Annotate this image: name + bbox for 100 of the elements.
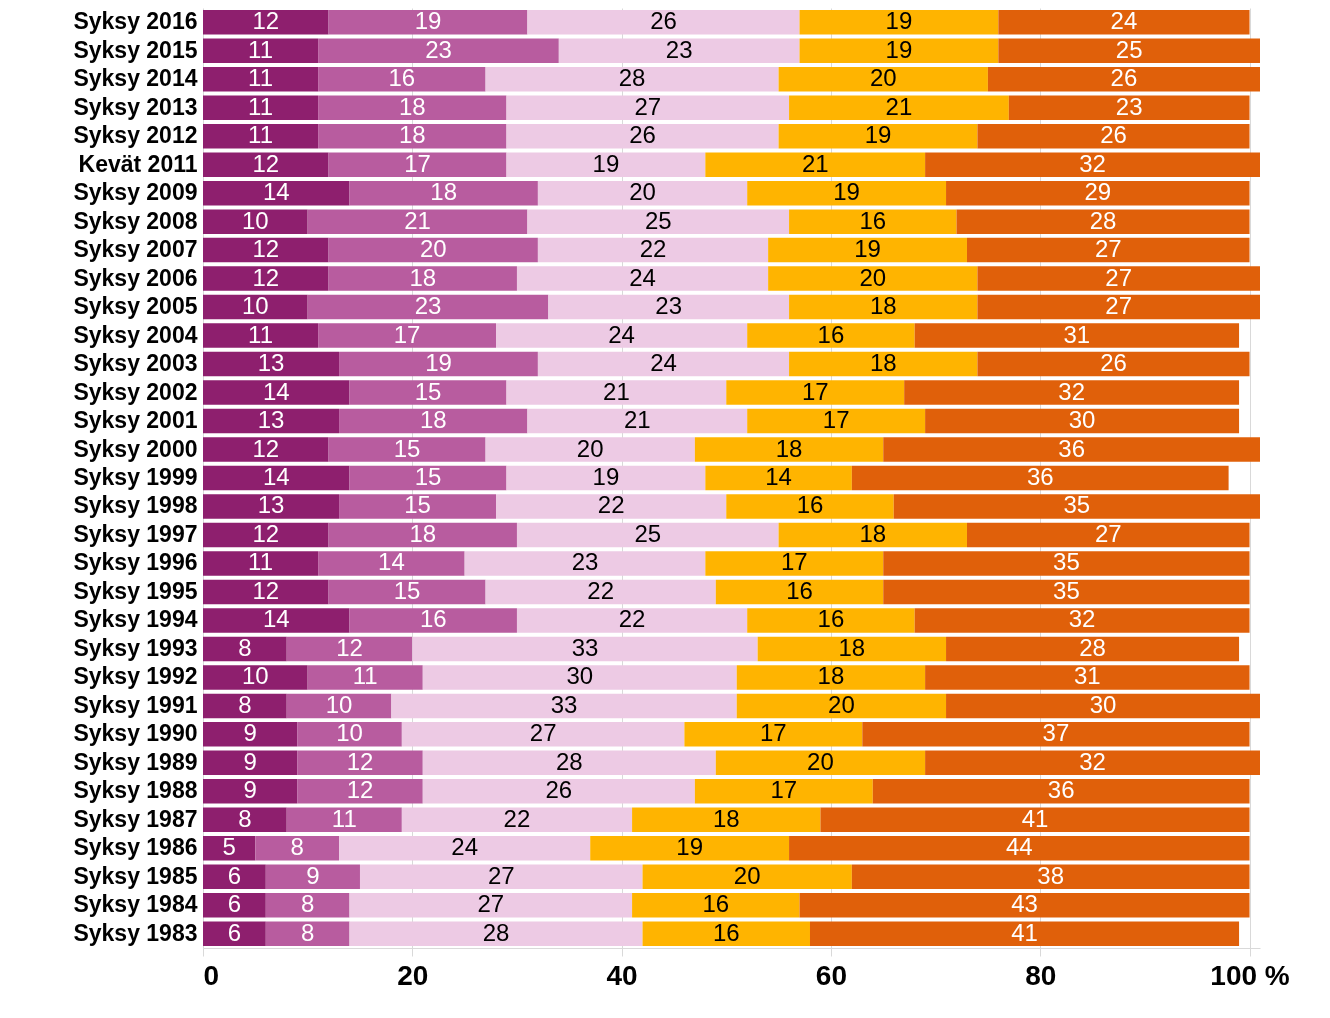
data-label: 19 bbox=[864, 121, 892, 149]
data-label: 9 bbox=[243, 776, 257, 804]
y-tick-label: Kevät 2011 bbox=[78, 150, 198, 177]
data-label: 35 bbox=[1053, 548, 1080, 576]
bar bbox=[789, 209, 957, 234]
y-tick-label: Syksy 1996 bbox=[73, 549, 198, 576]
bar bbox=[203, 437, 329, 462]
bar bbox=[527, 9, 800, 35]
bar bbox=[987, 66, 1260, 92]
bar bbox=[318, 66, 486, 92]
data-label: 17 bbox=[404, 149, 431, 177]
data-label: 27 bbox=[477, 890, 505, 918]
bar bbox=[412, 636, 758, 662]
data-label: 12 bbox=[346, 776, 374, 804]
data-label: 10 bbox=[241, 206, 269, 234]
bar bbox=[715, 579, 884, 605]
bar bbox=[203, 237, 329, 263]
data-label: 15 bbox=[414, 463, 442, 490]
bar bbox=[883, 551, 1250, 576]
data-label: 16 bbox=[817, 605, 845, 633]
bar bbox=[422, 665, 737, 690]
bar bbox=[203, 779, 298, 804]
data-label: 26 bbox=[629, 121, 656, 149]
bar bbox=[203, 266, 329, 291]
data-label: 15 bbox=[393, 576, 421, 604]
bar bbox=[464, 551, 706, 576]
bar bbox=[349, 608, 517, 633]
data-label: 27 bbox=[1094, 519, 1122, 547]
bar bbox=[349, 921, 643, 947]
data-label: 6 bbox=[227, 918, 242, 946]
data-label: 11 bbox=[352, 662, 378, 690]
data-label: 14 bbox=[765, 463, 792, 490]
data-label: 30 bbox=[1068, 406, 1096, 434]
bar bbox=[318, 123, 507, 149]
bar bbox=[496, 494, 727, 519]
data-label: 16 bbox=[388, 64, 416, 92]
bar bbox=[747, 323, 915, 348]
bar bbox=[255, 836, 340, 861]
bar bbox=[359, 864, 643, 890]
data-label: 18 bbox=[409, 519, 437, 547]
bar bbox=[203, 38, 319, 63]
data-label: 22 bbox=[587, 576, 615, 604]
bar bbox=[883, 437, 1260, 462]
y-tick-label: Syksy 1998 bbox=[73, 492, 198, 519]
data-label: 18 bbox=[419, 406, 447, 434]
data-label: 20 bbox=[629, 178, 656, 206]
bar bbox=[632, 807, 821, 833]
data-label: 19 bbox=[854, 235, 881, 263]
data-label: 20 bbox=[859, 263, 887, 291]
bar bbox=[694, 779, 873, 804]
data-label: 16 bbox=[702, 890, 730, 918]
data-label: 16 bbox=[419, 605, 447, 633]
bar bbox=[391, 693, 737, 719]
data-label: 5 bbox=[222, 833, 236, 861]
data-label: 9 bbox=[306, 861, 320, 889]
data-label: 22 bbox=[639, 235, 667, 263]
y-tick-label: Syksy 1990 bbox=[73, 720, 198, 747]
data-label: 18 bbox=[869, 292, 897, 320]
bar bbox=[632, 893, 800, 918]
data-label: 19 bbox=[414, 7, 442, 35]
bar bbox=[799, 893, 1250, 918]
bar bbox=[349, 893, 633, 918]
bar bbox=[925, 408, 1240, 434]
bar bbox=[925, 665, 1250, 690]
data-label: 8 bbox=[290, 833, 304, 861]
bar bbox=[516, 608, 748, 633]
y-tick-label: Syksy 2001 bbox=[73, 407, 198, 434]
data-label: 27 bbox=[487, 861, 515, 889]
data-label: 30 bbox=[1089, 690, 1117, 718]
y-tick-label: Syksy 2009 bbox=[73, 179, 198, 206]
bar bbox=[820, 807, 1250, 833]
bar bbox=[307, 665, 423, 690]
data-label: 10 bbox=[325, 690, 353, 718]
bar bbox=[726, 380, 905, 405]
y-tick-label: Syksy 1989 bbox=[73, 748, 198, 775]
data-label: 29 bbox=[1084, 178, 1112, 206]
bar bbox=[684, 722, 863, 747]
bar bbox=[203, 551, 319, 576]
bar bbox=[485, 579, 716, 605]
y-tick-label: Syksy 2013 bbox=[73, 93, 198, 120]
bar bbox=[537, 351, 790, 377]
bar bbox=[318, 38, 559, 63]
data-label: 9 bbox=[243, 719, 257, 747]
bar bbox=[349, 380, 507, 405]
data-label: 20 bbox=[807, 747, 834, 775]
bar bbox=[778, 66, 988, 92]
data-label: 20 bbox=[828, 690, 855, 718]
bar bbox=[527, 209, 790, 234]
bar bbox=[203, 636, 287, 662]
y-tick-label: Syksy 1984 bbox=[73, 891, 198, 918]
bar bbox=[527, 408, 748, 434]
bar bbox=[893, 494, 1260, 519]
data-label: 10 bbox=[336, 719, 363, 747]
data-label: 15 bbox=[414, 377, 442, 405]
bar bbox=[977, 123, 1250, 149]
data-label: 12 bbox=[252, 235, 280, 263]
data-label: 35 bbox=[1063, 491, 1091, 519]
data-label: 24 bbox=[608, 320, 635, 348]
data-label: 16 bbox=[712, 918, 740, 946]
data-label: 18 bbox=[775, 434, 803, 462]
